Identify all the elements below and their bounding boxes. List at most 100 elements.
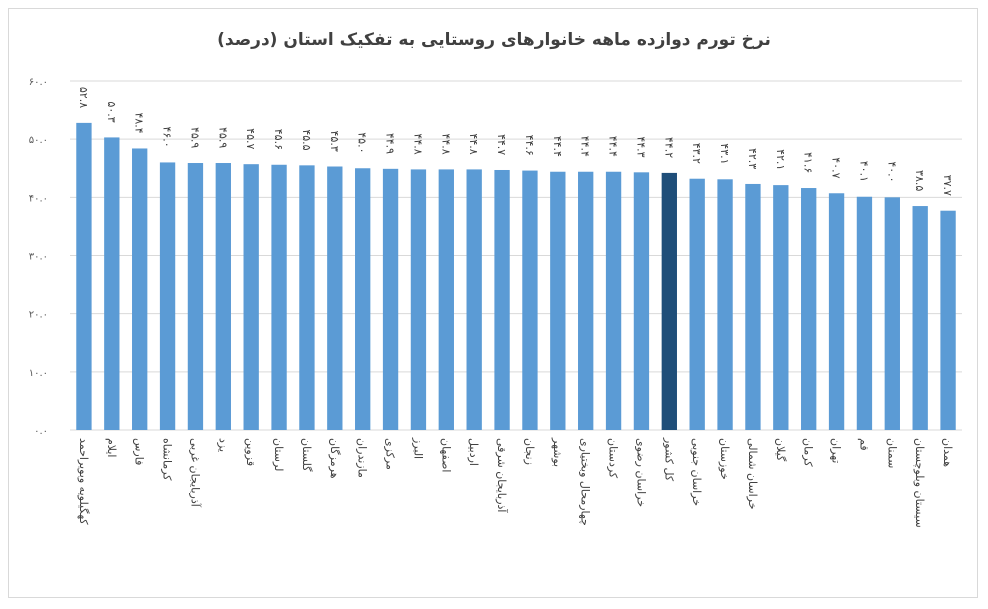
category-label: گیلان <box>774 438 787 462</box>
bar <box>438 169 454 430</box>
data-label: ۴۵.۹ <box>188 127 201 148</box>
bar <box>466 169 482 430</box>
category-label: همدان <box>941 438 954 467</box>
category-label: هرمزگان <box>328 438 341 479</box>
data-label: ۴۴.۸ <box>411 133 424 154</box>
y-axis-ticks: ۰.۰ ۱۰.۰ ۲۰.۰ ۳۰.۰ ۴۰.۰ ۵۰.۰ ۶۰.۰ <box>29 77 48 437</box>
data-label: ۴۵.۷ <box>244 128 257 149</box>
category-label: اردبیل <box>467 438 480 466</box>
category-label: آذربایجان غربی <box>188 438 202 508</box>
category-label: زنجان <box>523 438 536 465</box>
bar <box>410 169 427 430</box>
bar <box>187 163 204 430</box>
data-label: ۴۴.۸ <box>439 133 452 154</box>
data-label: ۳۷.۷ <box>941 175 954 196</box>
data-label: ۴۴.۸ <box>467 133 480 154</box>
data-label: ۴۴.۲ <box>662 137 675 158</box>
category-label: خوزستان <box>718 438 731 480</box>
data-label: ۴۰.۷ <box>830 157 843 178</box>
category-label: مازندران <box>356 438 369 478</box>
category-label: قم <box>857 438 870 451</box>
bar <box>159 162 176 430</box>
data-label: ۴۰.۰ <box>885 161 898 182</box>
data-label: ۴۴.۳ <box>634 136 647 157</box>
data-label: ۴۸.۴ <box>133 112 146 133</box>
data-label: ۴۴.۴ <box>607 136 620 157</box>
data-labels: ۵۲.۸ ۵۰.۳ ۴۸.۴ ۴۶.۰ ۴۵.۹ ۴۵.۹ ۴۵.۷ ۴۵.۶ ۴۵.۵ ۴۵.۳… <box>77 87 954 196</box>
bar <box>605 171 622 431</box>
y-tick-label: ۲۰.۰ <box>29 310 48 321</box>
bar <box>717 179 733 430</box>
category-label: کل کشور <box>662 437 675 482</box>
bar <box>355 168 371 430</box>
bar <box>773 185 789 430</box>
data-label: ۴۲.۳ <box>746 148 759 169</box>
bar <box>271 164 287 430</box>
bar <box>912 206 928 430</box>
category-label: گلستان <box>300 438 313 472</box>
category-label: البرز <box>411 437 424 459</box>
bars <box>76 122 956 431</box>
category-label: کرمانشاه <box>161 438 174 481</box>
category-label: آذربایجان شرقی <box>495 438 509 513</box>
category-label: کهگیلویه وبویراحمد <box>77 438 90 525</box>
bar <box>522 170 538 430</box>
chart-title: نرخ تورم دوازده ماهه خانوارهای روستایی ب… <box>217 30 771 50</box>
data-label: ۴۰.۱ <box>857 161 870 182</box>
y-tick-label: ۴۰.۰ <box>29 193 48 204</box>
data-label: ۴۴.۹ <box>384 133 397 154</box>
category-label: قزوین <box>244 438 257 466</box>
data-label: ۴۵.۵ <box>300 129 313 150</box>
y-tick-label: ۰.۰ <box>34 426 48 437</box>
category-label: چهارمحال وبختیاری <box>579 438 592 526</box>
bar <box>661 172 677 431</box>
category-label: خراسان شمالی <box>746 438 759 510</box>
data-label: ۵۰.۳ <box>105 101 118 122</box>
bar <box>689 178 705 430</box>
bar <box>215 163 231 430</box>
y-tick-label: ۱۰.۰ <box>29 368 48 379</box>
category-label: خراسان رضوی <box>634 438 647 507</box>
bar <box>494 169 510 430</box>
y-tick-label: ۶۰.۰ <box>29 77 48 88</box>
bar <box>382 168 399 430</box>
category-label: یزد <box>216 438 229 452</box>
data-label: ۴۵.۶ <box>272 129 285 150</box>
bar <box>132 148 148 430</box>
bar <box>578 171 594 431</box>
y-tick-label: ۳۰.۰ <box>29 252 48 263</box>
data-label: ۴۱.۶ <box>802 152 815 173</box>
category-labels: کهگیلویه وبویراحمد ایلام فارس کرمانشاه آذربا… <box>77 437 954 528</box>
bar <box>940 210 956 430</box>
bar <box>801 188 817 430</box>
bar <box>550 171 566 431</box>
data-label: ۳۸.۵ <box>913 170 926 191</box>
bar <box>299 165 315 430</box>
data-label: ۴۴.۴ <box>579 136 592 157</box>
data-label: ۴۵.۳ <box>328 131 341 152</box>
category-label: فارس <box>133 438 146 465</box>
data-label: ۴۵.۰ <box>356 132 369 153</box>
data-label: ۴۳.۱ <box>718 143 731 164</box>
bar <box>856 196 873 430</box>
category-label: کرمان <box>802 438 815 467</box>
category-label: سمنان <box>885 438 898 468</box>
data-label: ۴۶.۰ <box>161 126 174 147</box>
data-label: ۴۴.۶ <box>523 135 536 156</box>
category-label: سیستان وبلوچستان <box>913 438 926 528</box>
data-label: ۵۲.۸ <box>77 87 90 108</box>
bar <box>828 193 845 430</box>
data-label: ۴۵.۹ <box>216 127 229 148</box>
bar <box>243 164 259 430</box>
data-label: ۴۴.۷ <box>495 134 508 155</box>
bar <box>745 183 761 430</box>
y-tick-label: ۵۰.۰ <box>29 135 48 146</box>
category-label: تهران <box>830 438 843 463</box>
category-label: خراسان جنوبی <box>690 438 703 506</box>
data-label: ۴۲.۱ <box>774 149 787 170</box>
category-label: کردستان <box>607 438 620 479</box>
category-label: اصفهان <box>439 438 452 472</box>
bar <box>633 172 650 431</box>
category-label: مرکزی <box>384 438 397 470</box>
